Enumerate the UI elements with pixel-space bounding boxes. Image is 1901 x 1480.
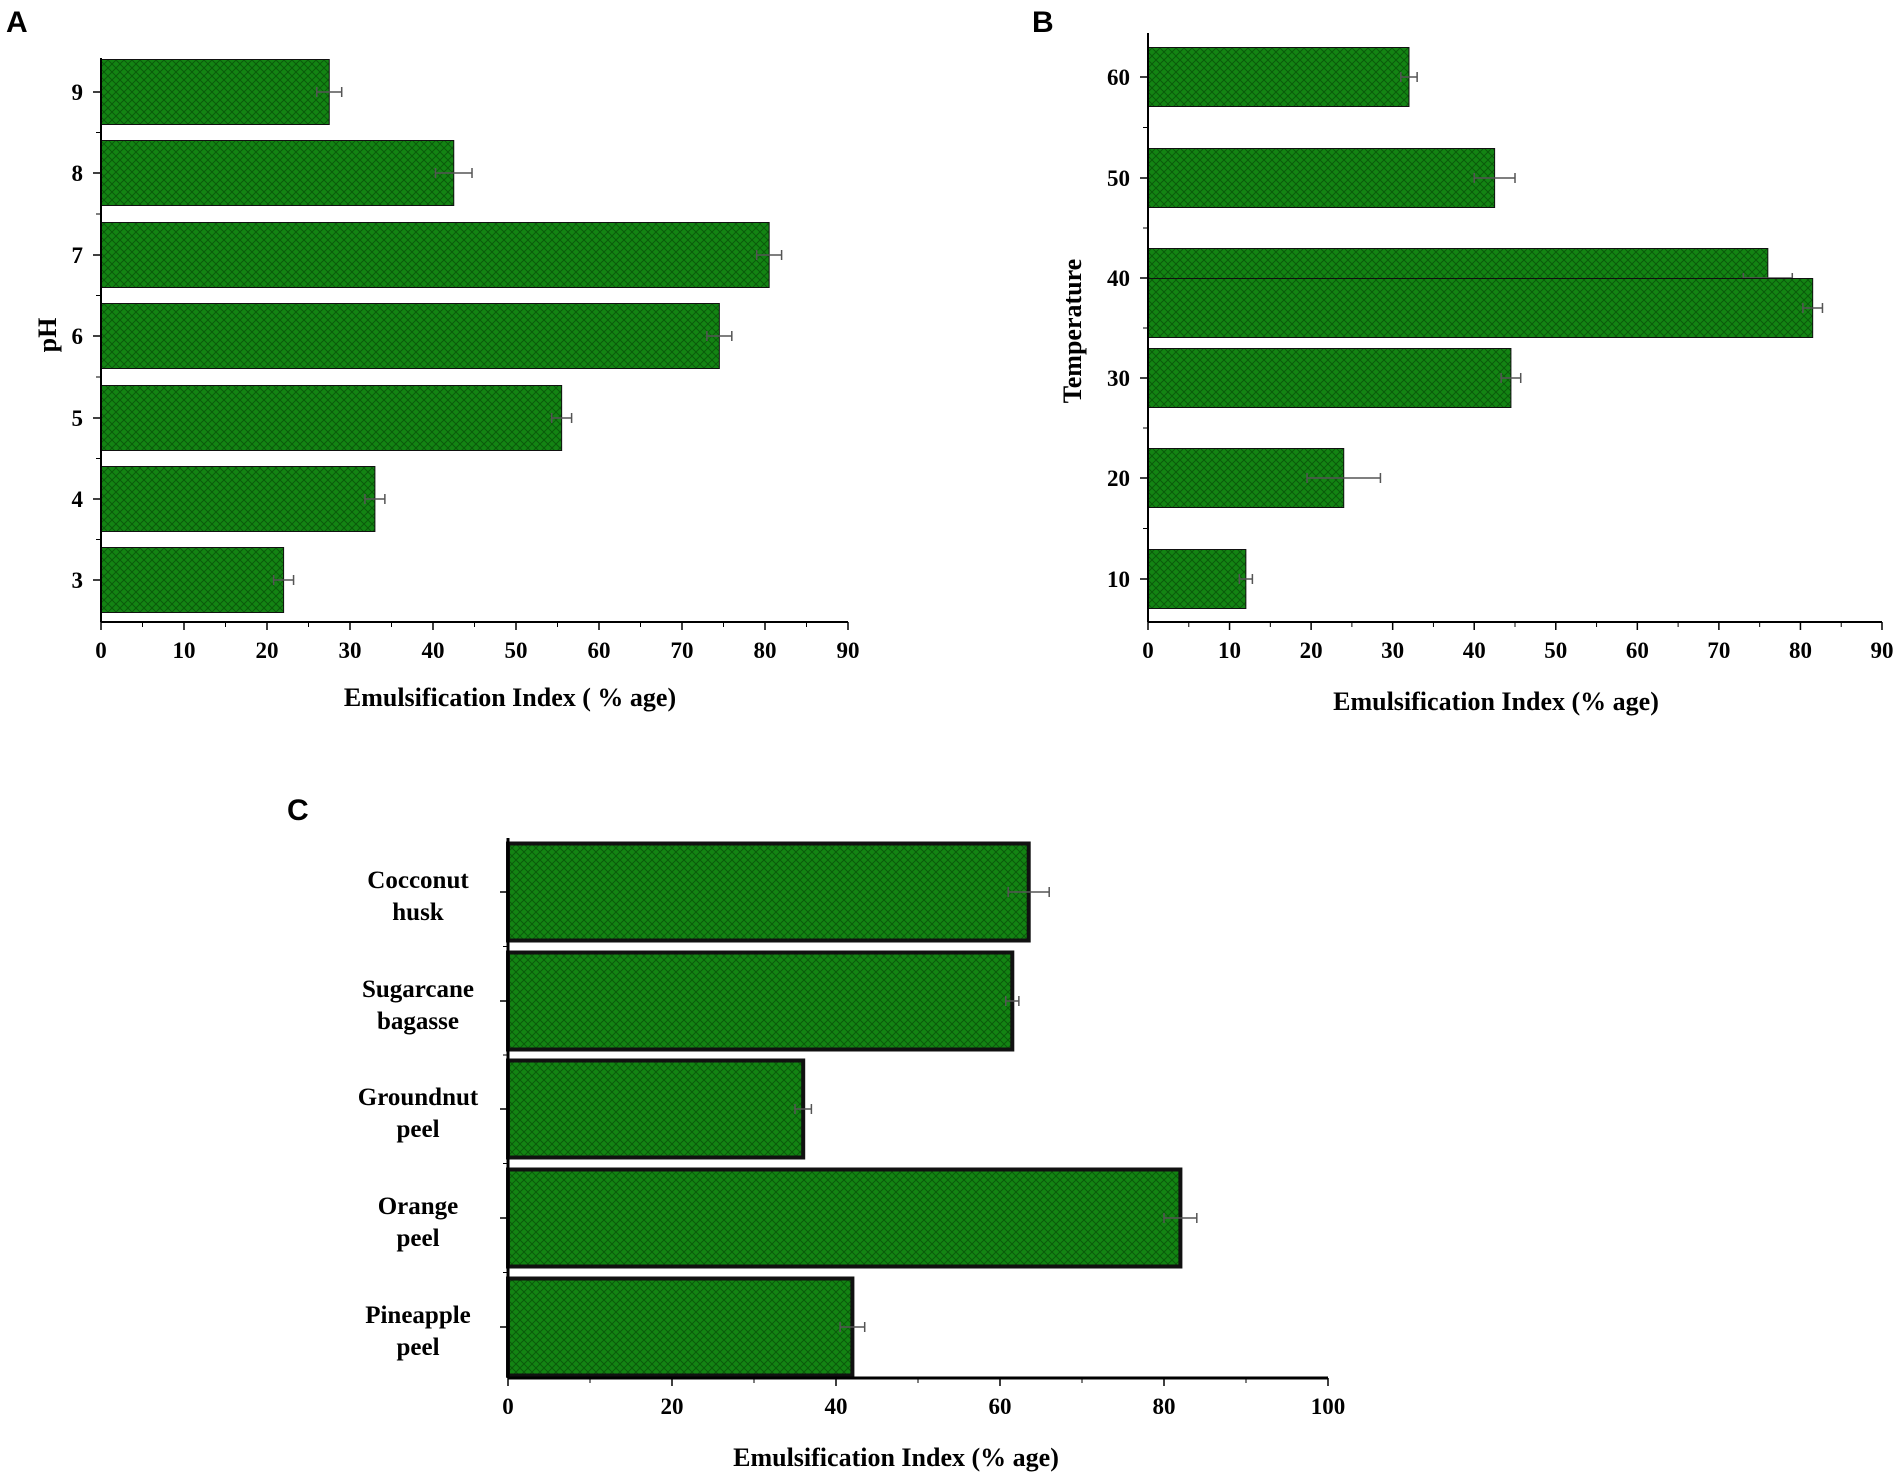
chart-c-x-tick-label-5: 100 <box>1311 1394 1346 1419</box>
chart-c-category-label-4-line2: husk <box>392 899 444 926</box>
panel-letter-a: A <box>6 6 28 39</box>
chart-b-x-tick-label-5: 50 <box>1544 638 1567 663</box>
chart-c-category-label-4-line1: Cocconut <box>367 867 469 894</box>
chart-b-bar-2 <box>1147 348 1512 408</box>
chart-a-y-tick-label-6: 9 <box>72 80 84 105</box>
chart-a-x-tick-label-8: 80 <box>754 638 777 663</box>
chart-a-y-tick-label-5: 8 <box>72 161 84 186</box>
chart-a-bar-2 <box>100 385 563 451</box>
chart-a-x-tick-label-6: 60 <box>588 638 611 663</box>
chart-b-extra-bar-0 <box>1147 278 1814 338</box>
chart-c-bar-3 <box>506 950 1015 1052</box>
chart-a-bar-1 <box>100 466 376 532</box>
chart-b-bar-5 <box>1147 47 1410 107</box>
chart-b-y-tick-label-5: 60 <box>1107 65 1130 90</box>
chart-a-x-tick-label-7: 70 <box>671 638 694 663</box>
chart-b-y-tick-label-0: 10 <box>1107 567 1130 592</box>
chart-a-y-tick-label-4: 7 <box>72 243 84 268</box>
chart-b-x-tick-label-3: 30 <box>1381 638 1404 663</box>
chart-b-y-tick-label-3: 40 <box>1107 266 1130 291</box>
chart-a-x-tick-label-3: 30 <box>339 638 362 663</box>
chart-c-category-label-1-line2: peel <box>396 1225 439 1252</box>
chart-c-bar-4 <box>506 841 1031 943</box>
chart-c-x-tick-label-0: 0 <box>502 1394 514 1419</box>
chart-c-x-tick-label-3: 60 <box>989 1394 1012 1419</box>
chart-a-x-tick-label-5: 50 <box>505 638 528 663</box>
chart-c-category-label-3-line1: Sugarcane <box>362 976 474 1003</box>
chart-a-x-tick-label-4: 40 <box>422 638 445 663</box>
chart-c-category-label-3-line2: bagasse <box>377 1008 459 1035</box>
chart-c-category-label-2-line1: Groundnut <box>358 1084 479 1111</box>
chart-b-x-tick-label-1: 10 <box>1218 638 1241 663</box>
chart-c-x-tick-label-4: 80 <box>1153 1394 1176 1419</box>
chart-b-x-tick-label-2: 20 <box>1300 638 1323 663</box>
chart-c-category-label-1-line1: Orange <box>378 1193 459 1220</box>
chart-b-y-tick-label-2: 30 <box>1107 366 1130 391</box>
chart-a-x-title: Emulsification Index ( % age) <box>344 683 676 712</box>
chart-c: Emulsification Index (% age) 0 20 40 60 80 10… <box>358 838 1345 1472</box>
chart-b-x-tick-label-6: 60 <box>1626 638 1649 663</box>
chart-b-x-tick-label-9: 90 <box>1871 638 1894 663</box>
chart-a-bar-3 <box>100 303 720 369</box>
chart-b: Temperature Emulsification Index (% age)… <box>1058 33 1894 716</box>
chart-a-y-tick-label-3: 6 <box>72 324 84 349</box>
chart-b-bar-4 <box>1147 148 1496 208</box>
chart-c-x-title: Emulsification Index (% age) <box>733 1443 1059 1472</box>
chart-a-bar-4 <box>100 222 770 288</box>
chart-b-y-tick-label-1: 20 <box>1107 466 1130 491</box>
panel-letter-c: C <box>287 794 309 827</box>
chart-a-x-tick-label-1: 10 <box>173 638 196 663</box>
chart-b-x-tick-label-0: 0 <box>1142 638 1154 663</box>
chart-a-x-tick-label-2: 20 <box>256 638 279 663</box>
chart-c-category-label-0-line1: Pineapple <box>365 1302 471 1329</box>
chart-a: pH Emulsification Index ( % age) 0 10 20 30… <box>33 58 860 712</box>
chart-a-x-tick-label-9: 90 <box>837 638 860 663</box>
chart-a-bar-0 <box>100 547 285 613</box>
chart-c-bar-1 <box>506 1167 1183 1269</box>
chart-b-x-title: Emulsification Index (% age) <box>1333 687 1659 716</box>
chart-b-x-tick-label-4: 40 <box>1463 638 1486 663</box>
chart-c-category-label-2-line2: peel <box>396 1116 439 1143</box>
chart-b-bar-0 <box>1147 549 1247 609</box>
panel-letter-b: B <box>1032 6 1054 39</box>
chart-b-x-tick-label-8: 80 <box>1789 638 1812 663</box>
chart-a-x-tick-label-0: 0 <box>95 638 107 663</box>
chart-b-y-title: Temperature <box>1058 259 1087 403</box>
chart-c-x-tick-label-2: 40 <box>825 1394 848 1419</box>
chart-a-y-title: pH <box>33 318 62 353</box>
chart-c-x-tick-label-1: 20 <box>661 1394 684 1419</box>
chart-c-bar-0 <box>506 1276 855 1378</box>
chart-b-y-tick-label-4: 50 <box>1107 166 1130 191</box>
chart-a-bar-6 <box>100 59 330 125</box>
chart-a-y-tick-label-0: 3 <box>72 568 84 593</box>
chart-a-y-tick-label-2: 5 <box>72 406 84 431</box>
chart-a-y-tick-label-1: 4 <box>72 487 84 512</box>
chart-b-x-tick-label-7: 70 <box>1707 638 1730 663</box>
chart-a-bar-5 <box>100 140 455 206</box>
chart-c-bar-2 <box>506 1058 806 1160</box>
chart-c-category-label-0-line2: peel <box>396 1334 439 1361</box>
